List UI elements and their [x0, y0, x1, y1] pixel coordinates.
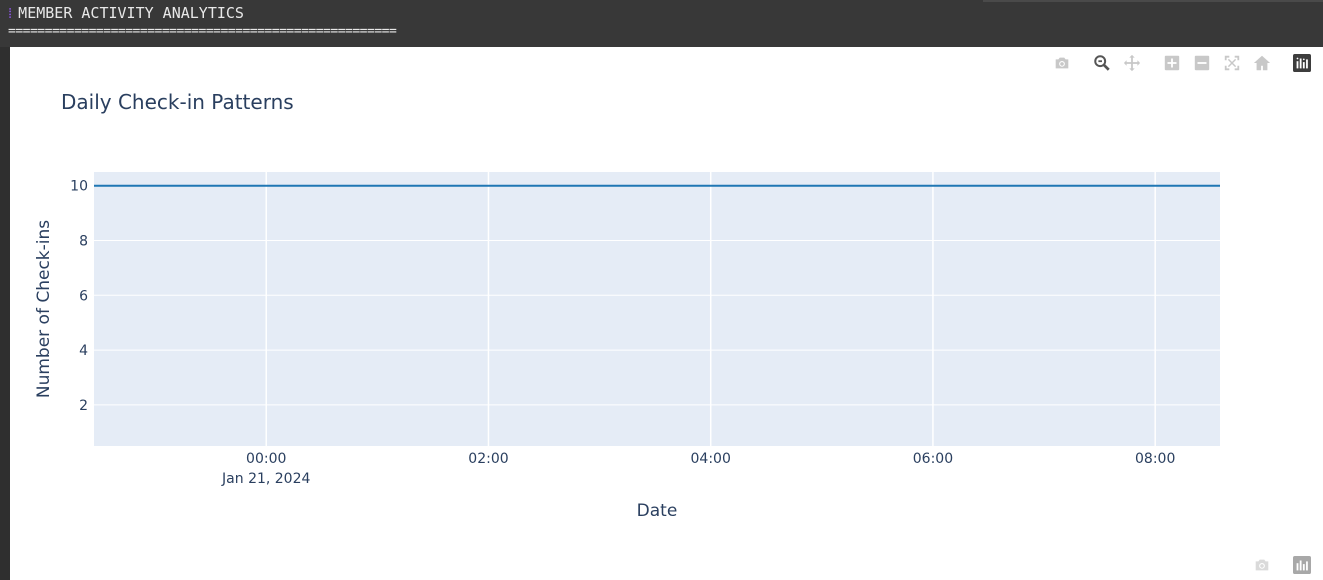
zoom-in-icon[interactable] [1157, 52, 1187, 74]
tick-labels: 2 4 6 8 10 00:00 Jan 21, 2024 02:00 04:00 06:00 08… [70, 179, 1175, 487]
plotly-logo-icon[interactable] [1287, 554, 1317, 576]
y-tick-label: 6 [79, 288, 88, 304]
console-header: ⁞ MEMBER ACTIVITY ANALYTICS =============… [0, 0, 1323, 47]
camera-icon[interactable] [1247, 554, 1277, 576]
prompt-icon: ⁞ [8, 4, 13, 22]
x-tick-sublabel: Jan 21, 2024 [221, 471, 310, 487]
camera-icon[interactable] [1047, 52, 1077, 74]
x-tick-label: 00:00 [246, 451, 286, 467]
reset-axes-icon[interactable] [1247, 52, 1277, 74]
grid-lines [94, 172, 1220, 446]
x-tick-label: 08:00 [1135, 451, 1175, 467]
plotly-logo-icon[interactable] [1287, 52, 1317, 74]
y-tick-label: 10 [70, 179, 88, 195]
x-tick-label: 04:00 [691, 451, 731, 467]
y-tick-label: 2 [79, 398, 88, 414]
pan-icon[interactable] [1117, 52, 1147, 74]
console-title-line: ⁞ MEMBER ACTIVITY ANALYTICS [8, 4, 244, 23]
x-tick-label: 06:00 [913, 451, 953, 467]
console-divider: ========================================… [8, 24, 397, 39]
y-axis-title: Number of Check-ins [34, 220, 54, 398]
left-rail [0, 47, 10, 580]
plot-output-panel: 2 4 6 8 10 00:00 Jan 21, 2024 02:00 04:00 06:00 08… [10, 47, 1323, 580]
x-axis-title: Date [637, 501, 678, 521]
zoom-icon[interactable] [1087, 52, 1117, 74]
top-right-strip [983, 0, 1323, 2]
console-title: MEMBER ACTIVITY ANALYTICS [18, 4, 244, 22]
y-tick-label: 4 [79, 343, 88, 359]
plot-area[interactable] [94, 172, 1220, 446]
y-tick-label: 8 [79, 234, 88, 250]
bottom-modebar [1247, 554, 1317, 576]
modebar [1047, 52, 1317, 74]
autoscale-icon[interactable] [1217, 52, 1247, 74]
chart-title: Daily Check-in Patterns [61, 90, 294, 114]
chart[interactable]: 2 4 6 8 10 00:00 Jan 21, 2024 02:00 04:00 06:00 08… [10, 47, 1323, 580]
zoom-out-icon[interactable] [1187, 52, 1217, 74]
x-tick-label: 02:00 [468, 451, 508, 467]
